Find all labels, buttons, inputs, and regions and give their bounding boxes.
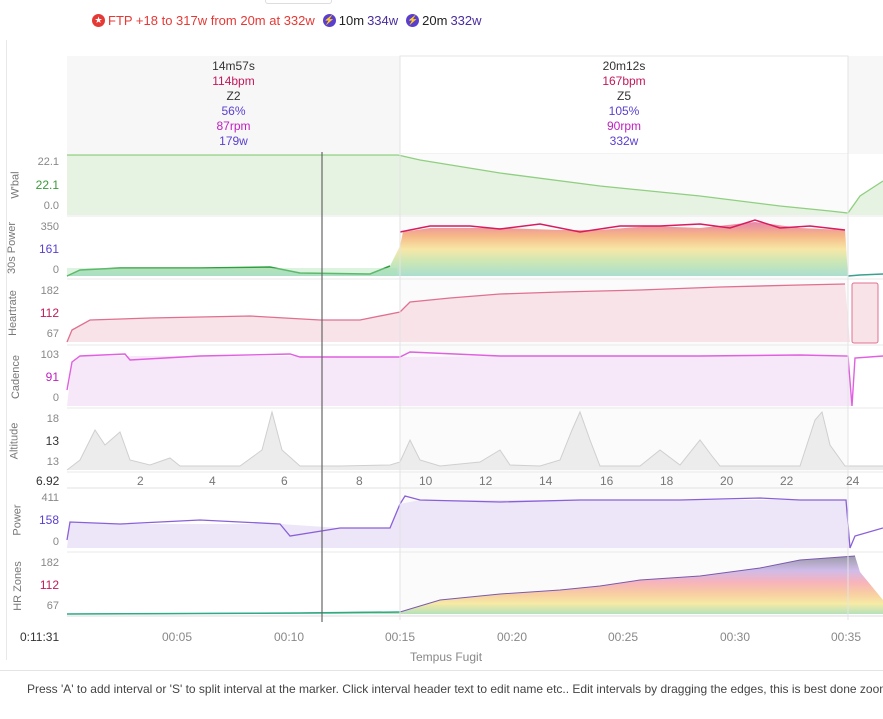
interval-hr: 167bpm [602,74,646,88]
divider [0,670,883,671]
power-tick-top: 411 [41,492,59,504]
power30-tick-bottom: 0 [52,264,59,276]
power-tick-bottom: 0 [52,536,59,548]
interval-rpm: 90rpm [606,119,641,133]
altitude-tick-bottom: 13 [46,456,59,468]
altitude-current: 13 [45,434,59,448]
power-10m-value: 334w [367,13,399,28]
power30-line [399,219,846,233]
interval-header[interactable]: 20m12s 167bpm Z5 105% 90rpm 332w [400,56,848,157]
distance-tick: 10 [419,474,433,488]
interval-header[interactable]: 14m57s 114bpm Z2 56% 87rpm 179w [67,56,400,157]
distance-tick: 24 [846,474,860,488]
interval-zone: Z2 [226,89,241,103]
distance-tick: 4 [209,474,216,488]
hrzones-tick-bottom: 67 [46,600,59,612]
time-tick: 00:35 [831,630,862,644]
heartrate-axis-label: Heartrate [6,290,19,336]
distance-tick: 6 [281,474,288,488]
wbal-tick-top: 22.1 [37,156,59,168]
interval-pct: 105% [608,104,640,118]
distance-tick: 22 [780,474,794,488]
power30-area [67,222,848,276]
time-tick: 00:10 [274,630,305,644]
hrzones-current: 112 [39,578,59,592]
distance-tick: 8 [356,474,363,488]
badge-row: ★ FTP +18 to 317w from 20m at 332w ⚡ 10m… [92,13,490,28]
interval-watts: 332w [609,134,639,148]
interval-hr: 114bpm [212,74,255,88]
star-icon: ★ [92,14,105,27]
power30-axis-label: 30s Power [5,222,18,274]
interval-time[interactable]: 14m57s [212,59,255,73]
bolt-icon: ⚡ [406,14,420,27]
heartrate-area [67,284,850,342]
bolt-icon: ⚡ [322,14,336,27]
distance-tick: 16 [600,474,614,488]
altitude-axis-label: Altitude [8,422,21,460]
power30-current: 161 [38,242,59,256]
interval-watts: 179w [219,134,248,148]
heartrate-tick-bottom: 67 [46,328,59,340]
power-current: 158 [38,513,59,527]
altitude-area [67,412,883,470]
cadence-tick-top: 103 [40,349,59,361]
time-tick: 00:05 [162,630,193,644]
activity-chart[interactable] [0,0,883,670]
distance-tick: 18 [660,474,674,488]
power-line [66,495,883,549]
wbal-axis-label: W'bal [9,171,22,199]
altitude-tick-top: 18 [46,413,59,425]
cadence-current: 91 [45,370,59,384]
power-area [67,500,850,548]
wbal-line [67,154,883,214]
ftp-badge-text: FTP +18 to 317w from 20m at 332w [108,13,315,28]
hrzones-axis-label: HR Zones [11,561,24,611]
power30-low-line [66,265,391,277]
divider [6,40,7,660]
distance-tick: 14 [539,474,553,488]
top-bar [0,0,883,48]
power-10m-badge[interactable]: ⚡ 10m 334w [322,13,399,28]
wbal-current: 22.1 [35,178,59,192]
power-20m-badge[interactable]: ⚡ 20m 332w [406,13,482,28]
power-10m-label: 10m [338,13,365,28]
interval-time[interactable]: 20m12s [602,59,646,73]
distance-tick: 20 [720,474,734,488]
wbal-tick-bottom: 0.0 [43,200,59,212]
interval-header-box [67,56,400,154]
distance-tick: 12 [479,474,493,488]
heartrate-tick-top: 182 [40,285,59,297]
hrzones-area [67,556,883,614]
time-tick: 00:25 [608,630,639,644]
wbal-area [67,155,883,215]
heartrate-line [66,283,846,343]
power-axis-label: Power [11,504,24,536]
hrzones-tick-top: 182 [40,557,59,569]
ftp-badge[interactable]: ★ FTP +18 to 317w from 20m at 332w [92,13,315,28]
distance-cursor: 6.92 [36,474,60,488]
power30-tick-top: 350 [40,221,59,233]
interval-header-box [848,56,883,154]
interval-zone: Z5 [616,89,631,103]
interval-rpm: 87rpm [216,119,251,133]
time-cursor: 0:11:31 [20,630,60,644]
heartrate-current: 112 [39,306,59,320]
cadence-axis-label: Cadence [10,354,23,400]
cadence-tick-bottom: 0 [52,392,59,404]
distance-tick: 2 [137,474,144,488]
time-tick: 00:15 [385,630,416,644]
power-20m-value: 332w [450,13,482,28]
interval-pct: 56% [221,104,246,118]
help-text: Press 'A' to add interval or 'S' to spli… [27,682,883,696]
top-tab[interactable] [265,0,332,4]
x-axis-title: Tempus Fugit [410,650,483,664]
power-20m-label: 20m [422,13,448,28]
time-tick: 00:20 [497,630,528,644]
interval-header-box [399,55,849,155]
cadence-line [66,351,883,407]
time-tick: 00:30 [720,630,751,644]
cadence-area [67,356,852,406]
